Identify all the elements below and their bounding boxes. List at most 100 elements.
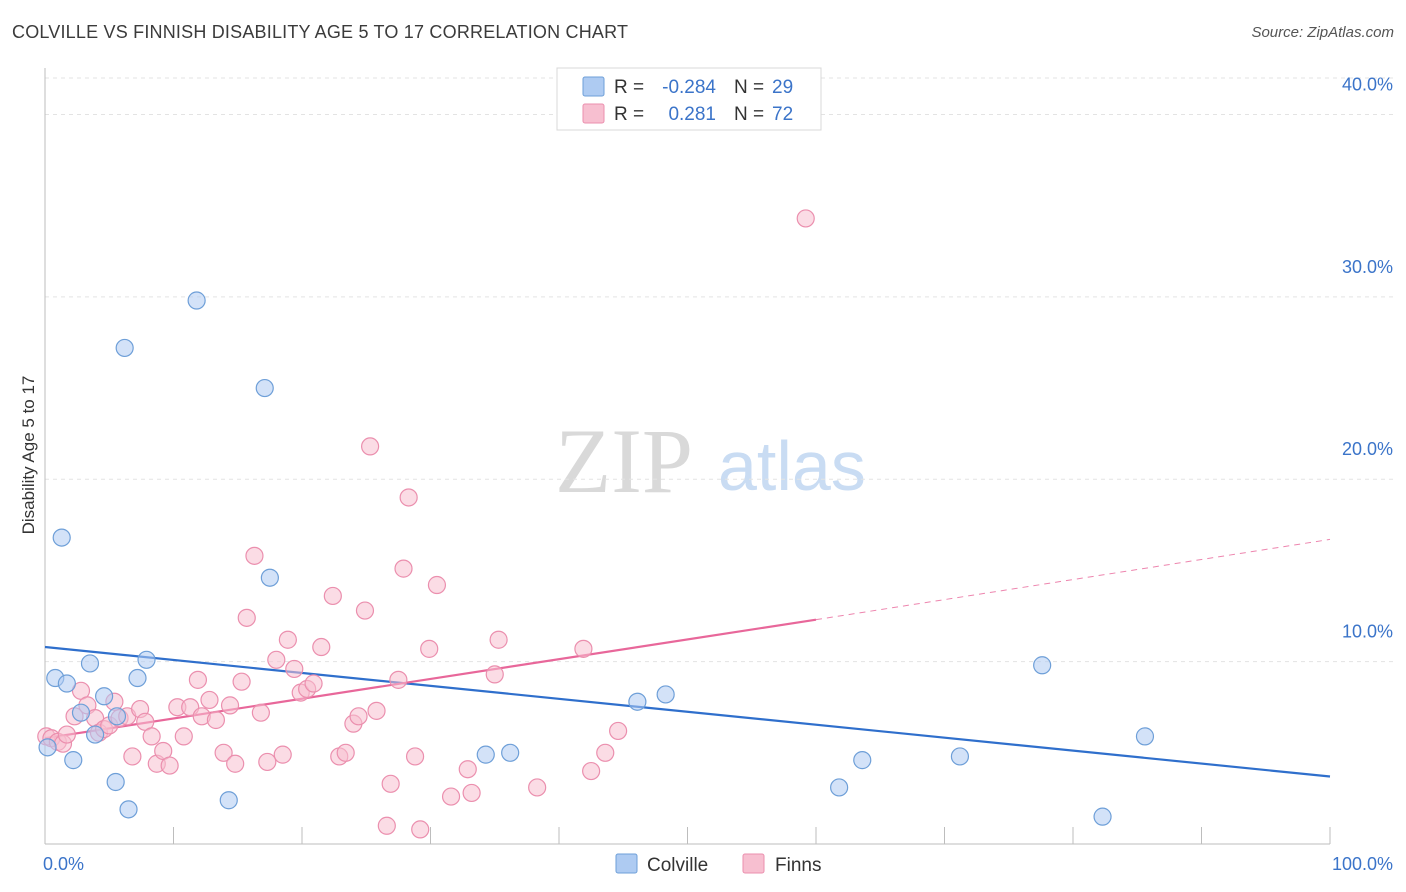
point-colville (128, 668, 147, 688)
point-finns (285, 659, 304, 679)
point-finns (123, 747, 142, 766)
bottom-legend-colville: Colville (647, 855, 708, 876)
point-colville (1135, 727, 1155, 746)
y-tick-label: 10.0% (1342, 622, 1393, 642)
point-colville (187, 291, 206, 310)
y-tick-label: 40.0% (1342, 74, 1393, 94)
point-colville (260, 568, 279, 587)
point-finns (441, 787, 461, 806)
bottom-legend-finns: Finns (775, 855, 821, 876)
point-colville (57, 674, 76, 693)
legend-n-label-finns: N = (734, 104, 764, 125)
point-finns (574, 639, 593, 658)
y-tick-label: 30.0% (1342, 257, 1393, 277)
point-colville (106, 772, 125, 792)
point-finns (528, 778, 547, 797)
legend-box: R = -0.284 N = 29 R = 0.281 N = 72 (556, 67, 822, 131)
point-colville (219, 791, 238, 810)
point-colville (656, 685, 675, 704)
point-finns (245, 546, 264, 565)
point-colville (255, 378, 274, 398)
trend-line-extension-finns (815, 538, 1331, 621)
point-colville (1033, 656, 1052, 675)
trend-line-finns (44, 618, 817, 740)
point-colville (950, 747, 970, 766)
source-label: Source: ZipAtlas.com (1251, 24, 1394, 41)
point-finns (349, 707, 368, 726)
point-finns (267, 650, 286, 669)
point-finns (160, 756, 179, 775)
point-finns (258, 752, 277, 772)
point-finns (336, 743, 355, 762)
point-finns (251, 703, 270, 722)
point-finns (489, 630, 508, 649)
x-tick-label-min: 0.0% (43, 854, 84, 874)
point-colville (476, 745, 495, 764)
point-finns (367, 701, 386, 720)
x-tick-label-max: 100.0% (1332, 854, 1393, 874)
point-finns (609, 721, 628, 741)
point-colville (38, 738, 57, 757)
point-finns (796, 209, 815, 228)
watermark-atlas: atlas (718, 427, 866, 505)
point-finns (596, 743, 615, 762)
point-finns (411, 820, 430, 839)
point-finns (206, 710, 226, 730)
point-colville (80, 654, 100, 673)
trend-line-colville (44, 645, 1331, 778)
point-finns (323, 586, 342, 606)
point-finns (361, 437, 380, 456)
point-finns (389, 670, 408, 689)
legend-r-label-colville: R = (614, 77, 644, 98)
point-finns (458, 760, 477, 779)
legend-swatch-finns (582, 103, 605, 124)
y-axis-title: Disability Age 5 to 17 (19, 376, 38, 535)
point-finns (405, 747, 425, 766)
point-colville (119, 800, 138, 819)
point-finns (200, 690, 219, 710)
point-colville (501, 743, 520, 762)
legend-n-value-finns: 72 (772, 104, 793, 125)
point-colville (137, 650, 156, 669)
chart-title: COLVILLE VS FINNISH DISABILITY AGE 5 TO … (12, 22, 629, 42)
point-finns (381, 774, 400, 793)
point-finns (582, 761, 601, 781)
bottom-legend-swatch-colville (615, 853, 638, 874)
legend-r-value-finns: 0.281 (668, 104, 716, 125)
point-colville (86, 725, 105, 744)
point-finns (394, 559, 413, 578)
point-finns (427, 575, 447, 595)
point-colville (71, 703, 91, 722)
point-finns (220, 696, 240, 715)
point-finns (420, 639, 439, 658)
legend-n-value-colville: 29 (772, 77, 793, 98)
point-finns (57, 725, 76, 744)
point-finns (273, 745, 292, 764)
point-finns (312, 637, 331, 657)
point-colville (853, 751, 872, 770)
point-colville (115, 338, 134, 358)
point-finns (214, 743, 233, 762)
point-finns (355, 601, 375, 620)
point-finns (226, 754, 245, 773)
point-colville (95, 687, 114, 706)
point-finns (399, 488, 418, 507)
point-finns (485, 665, 504, 684)
watermark-zip: ZIP (555, 410, 693, 512)
legend-swatch-colville (582, 76, 605, 97)
point-colville (64, 751, 83, 770)
point-colville (830, 778, 849, 797)
point-finns (188, 670, 208, 689)
point-colville (628, 692, 647, 711)
point-finns (237, 608, 256, 627)
point-finns (377, 816, 396, 835)
point-finns (174, 727, 193, 746)
point-finns (232, 672, 251, 691)
bottom-legend-swatch-finns (742, 853, 765, 874)
point-finns (278, 630, 297, 649)
legend-n-label-colville: N = (734, 77, 764, 98)
point-finns (304, 674, 323, 693)
point-finns (142, 727, 161, 746)
point-colville (107, 707, 127, 726)
